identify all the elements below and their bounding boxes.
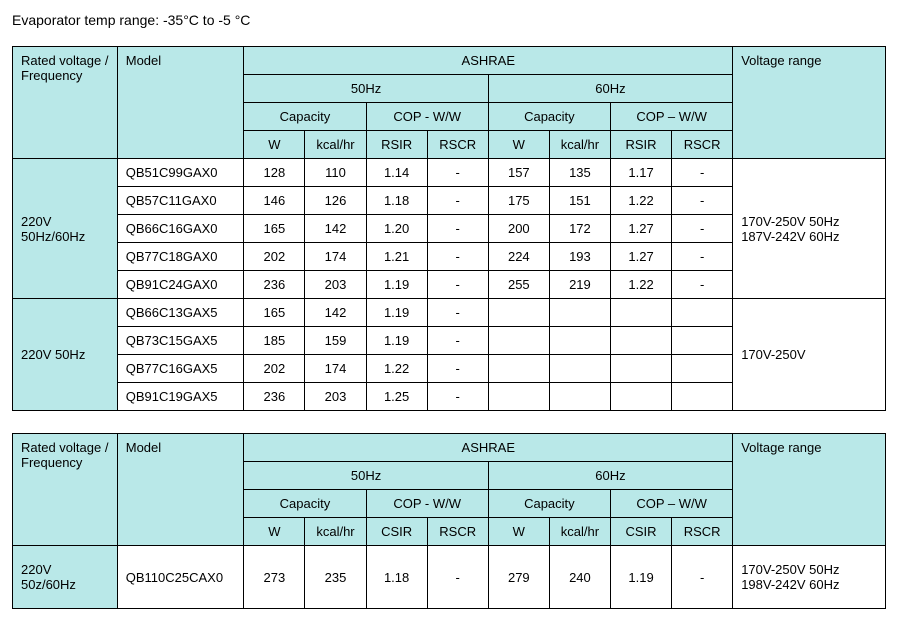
voltage-range-cell: 170V-250V bbox=[733, 299, 886, 411]
hdr-cop-50: COP - W/W bbox=[366, 103, 488, 131]
hdr-ashrae: ASHRAE bbox=[244, 434, 733, 462]
voltage-range-cell: 170V-250V 50Hz 198V-242V 60Hz bbox=[733, 546, 886, 609]
hdr-w: W bbox=[244, 131, 305, 159]
hdr-50hz: 50Hz bbox=[244, 462, 488, 490]
model-cell: QB66C16GAX0 bbox=[117, 215, 244, 243]
data-cell: 110 bbox=[305, 159, 366, 187]
hdr-rscr: RSCR bbox=[672, 131, 733, 159]
specs-table-1: Rated voltage / Frequency Model ASHRAE V… bbox=[12, 46, 886, 411]
hdr-rated: Rated voltage / Frequency bbox=[13, 434, 118, 546]
hdr-kcal: kcal/hr bbox=[549, 131, 610, 159]
hdr-capacity-60: Capacity bbox=[488, 490, 610, 518]
hdr-voltage-range: Voltage range bbox=[733, 434, 886, 546]
model-cell: QB73C15GAX5 bbox=[117, 327, 244, 355]
hdr-w: W bbox=[488, 518, 549, 546]
model-cell: QB51C99GAX0 bbox=[117, 159, 244, 187]
hdr-60hz: 60Hz bbox=[488, 75, 732, 103]
hdr-cop-60: COP – W/W bbox=[610, 103, 732, 131]
hdr-cop-50: COP - W/W bbox=[366, 490, 488, 518]
data-cell: 128 bbox=[244, 159, 305, 187]
hdr-capacity-50: Capacity bbox=[244, 490, 366, 518]
model-cell: QB77C16GAX5 bbox=[117, 355, 244, 383]
model-cell: QB91C24GAX0 bbox=[117, 271, 244, 299]
hdr-model: Model bbox=[117, 47, 244, 159]
hdr-ashrae: ASHRAE bbox=[244, 47, 733, 75]
hdr-capacity-50: Capacity bbox=[244, 103, 366, 131]
hdr-rscr: RSCR bbox=[427, 131, 488, 159]
model-cell: QB91C19GAX5 bbox=[117, 383, 244, 411]
data-cell: - bbox=[427, 159, 488, 187]
rated-cell: 220V 50Hz bbox=[13, 299, 118, 411]
hdr-50hz: 50Hz bbox=[244, 75, 488, 103]
hdr-csir: CSIR bbox=[366, 518, 427, 546]
specs-table-2: Rated voltage / Frequency Model ASHRAE V… bbox=[12, 433, 886, 609]
model-cell: QB110C25CAX0 bbox=[117, 546, 244, 609]
page-heading: Evaporator temp range: -35°C to -5 °C bbox=[12, 12, 886, 28]
rated-cell: 220V 50z/60Hz bbox=[13, 546, 118, 609]
hdr-w: W bbox=[488, 131, 549, 159]
data-cell: - bbox=[672, 159, 733, 187]
hdr-capacity-60: Capacity bbox=[488, 103, 610, 131]
hdr-60hz: 60Hz bbox=[488, 462, 732, 490]
data-cell: 135 bbox=[549, 159, 610, 187]
data-cell: 157 bbox=[488, 159, 549, 187]
table-row: 220V 50Hz QB66C13GAX5 165 142 1.19 - 170… bbox=[13, 299, 886, 327]
hdr-kcal: kcal/hr bbox=[549, 518, 610, 546]
table-row: 220V 50Hz/60Hz QB51C99GAX0 128 110 1.14 … bbox=[13, 159, 886, 187]
voltage-range-cell: 170V-250V 50Hz 187V-242V 60Hz bbox=[733, 159, 886, 299]
data-cell: 1.14 bbox=[366, 159, 427, 187]
model-cell: QB66C13GAX5 bbox=[117, 299, 244, 327]
table-row: 220V 50z/60Hz QB110C25CAX0 273 235 1.18 … bbox=[13, 546, 886, 609]
data-cell: 1.17 bbox=[610, 159, 671, 187]
model-cell: QB57C11GAX0 bbox=[117, 187, 244, 215]
hdr-rsir: RSIR bbox=[366, 131, 427, 159]
rated-cell: 220V 50Hz/60Hz bbox=[13, 159, 118, 299]
hdr-rsir: RSIR bbox=[610, 131, 671, 159]
hdr-w: W bbox=[244, 518, 305, 546]
model-cell: QB77C18GAX0 bbox=[117, 243, 244, 271]
hdr-csir: CSIR bbox=[610, 518, 671, 546]
hdr-rscr: RSCR bbox=[427, 518, 488, 546]
hdr-kcal: kcal/hr bbox=[305, 131, 366, 159]
hdr-rated: Rated voltage / Frequency bbox=[13, 47, 118, 159]
hdr-voltage-range: Voltage range bbox=[733, 47, 886, 159]
hdr-cop-60: COP – W/W bbox=[610, 490, 732, 518]
hdr-model: Model bbox=[117, 434, 244, 546]
hdr-kcal: kcal/hr bbox=[305, 518, 366, 546]
hdr-rscr: RSCR bbox=[672, 518, 733, 546]
